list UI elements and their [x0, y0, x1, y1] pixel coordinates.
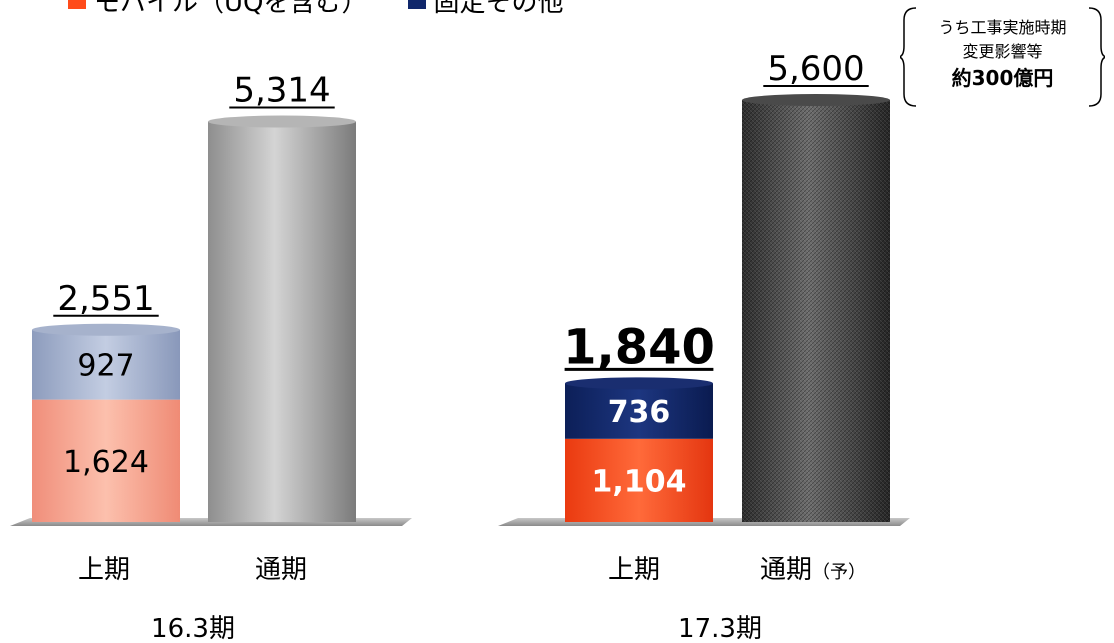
legend-label-mobile: モバイル（UQを含む）: [94, 0, 368, 18]
bar-top-0-1: [208, 115, 356, 128]
bar-0-1: [208, 121, 356, 523]
note-line-2: 変更影響等: [962, 42, 1043, 61]
bar-top-1-1: [742, 94, 890, 106]
legend: モバイル（UQを含む） 固定その他: [68, 0, 564, 18]
total-label-1-0: 1,840: [563, 319, 715, 375]
total-label-0-0: 2,551: [57, 279, 154, 319]
bar-top-0-0: [32, 323, 180, 336]
xlabel-17-h1: 上期: [608, 555, 660, 585]
total-label-0-1: 5,314: [233, 71, 330, 111]
segment-label-0-0: 1,624: [63, 445, 149, 480]
total-label-1-1: 5,600: [767, 49, 864, 89]
xlabel-17-forecast: （予）: [812, 562, 866, 583]
xlabel-17-full-group: 通期（予）: [760, 555, 866, 585]
bars-layer: 1,624 927 2,551 5,314 1,104 736 1,840 5,600: [32, 49, 890, 523]
legend-item-fixed: 固定その他: [407, 0, 564, 19]
segment-label-1-1: 736: [608, 395, 671, 430]
note-line-1: うち工事実施時期: [938, 18, 1067, 37]
xlabel-17-full: 通期: [760, 555, 812, 585]
bar-segment-0-0: [32, 399, 180, 522]
xlabel-16-h1: 上期: [78, 555, 130, 585]
legend-item-mobile: モバイル（UQを含む）: [68, 0, 368, 19]
segment-label-1-0: 1,104: [592, 464, 687, 499]
bar-segment-1-0: [565, 438, 713, 522]
bar-segment-1-1: [565, 383, 713, 439]
period-17: 17.3期: [678, 614, 762, 643]
legend-swatch-fixed: [407, 0, 426, 9]
note-line-3: 約300億円: [951, 66, 1054, 90]
bar-top-1-0: [565, 377, 713, 390]
note-brackets: [900, 7, 1105, 107]
legend-swatch-mobile: [68, 0, 86, 9]
bar-segment-0-1: [32, 329, 180, 400]
legend-label-fixed: 固定その他: [433, 0, 564, 18]
bar-mesh-1-1: [742, 100, 890, 522]
note-callout: うち工事実施時期 変更影響等 約300億円: [900, 6, 1105, 108]
xlabel-16-full: 通期: [255, 555, 307, 585]
period-16: 16.3期: [151, 614, 235, 643]
segment-label-0-1: 927: [77, 349, 134, 384]
